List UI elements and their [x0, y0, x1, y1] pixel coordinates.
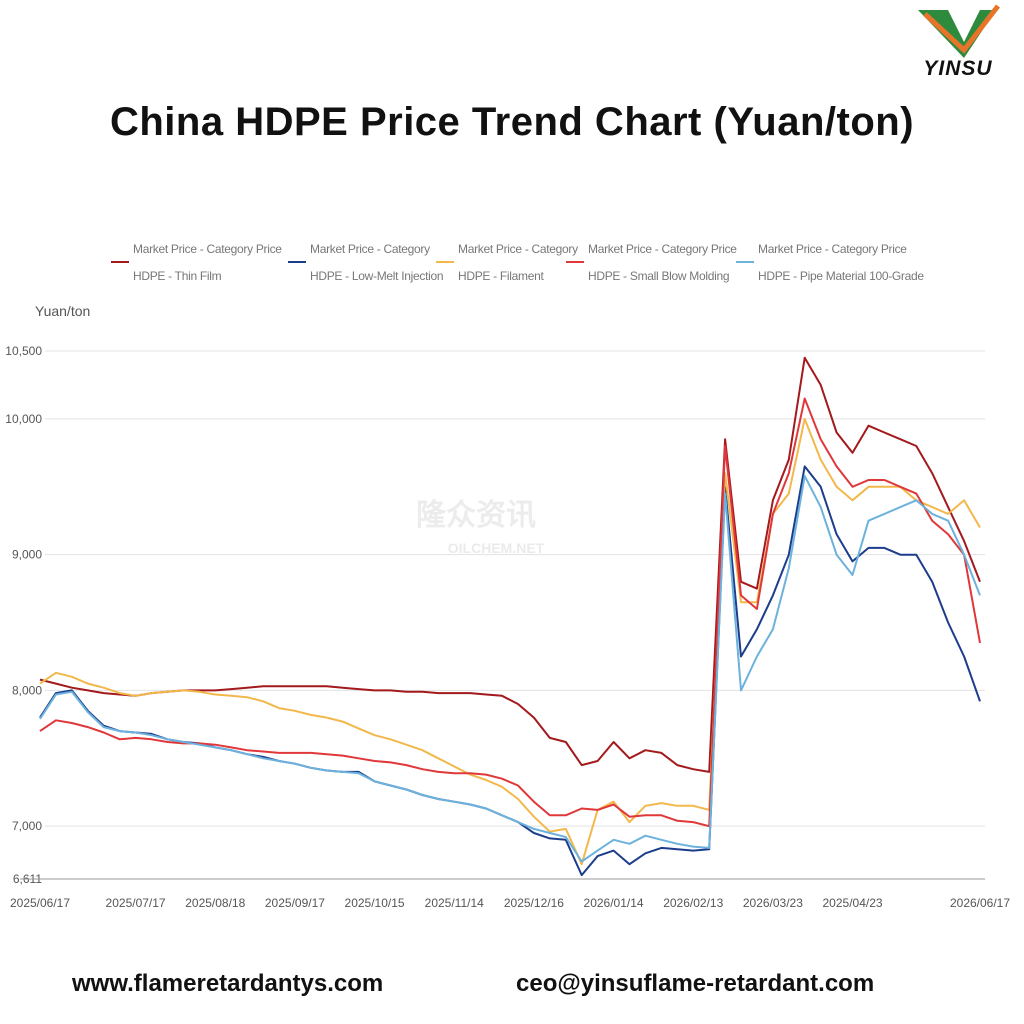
x-tick-label: 2026/01/14 [584, 896, 644, 910]
legend-item: Market Price - Category Price HDPE - Thi… [111, 236, 282, 290]
y-tick-label: 8,000 [12, 683, 42, 697]
legend-label: Market Price - Category Price HDPE - Thi… [133, 242, 282, 283]
legend-label: Market Price - Category HDPE - Low-Melt … [310, 242, 444, 283]
x-tick-label: 2025/10/15 [345, 896, 405, 910]
y-tick-label: 10,000 [5, 412, 42, 426]
watermark: OILCHEM.NET [448, 540, 545, 556]
chart-title: China HDPE Price Trend Chart (Yuan/ton) [109, 100, 915, 144]
series-line [39, 356, 981, 773]
logo-swoosh [923, 4, 1000, 54]
legend-swatch [436, 261, 454, 263]
logo-mark [918, 10, 996, 58]
legend-swatch [111, 261, 129, 263]
legend-label: Market Price - Category Price HDPE - Sma… [588, 242, 737, 283]
watermark: 隆众资讯 [416, 499, 536, 532]
y-tick-label: 7,000 [12, 819, 42, 833]
x-tick-label: 2025/09/17 [265, 896, 325, 910]
brand: YINSU [923, 57, 992, 80]
x-tick-label: 2026/02/13 [663, 896, 723, 910]
x-tick-label: 2025/04/23 [823, 896, 883, 910]
legend-item: Market Price - Category HDPE - Low-Melt … [288, 236, 444, 290]
legend-item: Market Price - Category Price HDPE - Pip… [736, 236, 924, 290]
series-line [39, 417, 981, 866]
x-tick-label: 2026/06/17 [950, 896, 1010, 910]
legend-swatch [736, 261, 754, 263]
y-tick-label: 10,500 [5, 344, 42, 358]
series-line [39, 397, 981, 828]
x-tick-label: 2025/07/17 [106, 896, 166, 910]
legend-label: Market Price - Category HDPE - Filament [458, 242, 578, 283]
legend-item: Market Price - Category HDPE - Filament [436, 236, 578, 290]
website: www.flameretardantys.com [72, 970, 384, 997]
x-tick-label: 2026/03/23 [743, 896, 803, 910]
x-tick-label: 2025/12/16 [504, 896, 564, 910]
y-axis-label: Yuan/ton [35, 303, 90, 319]
series-line [39, 474, 981, 863]
email: ceo@yinsuflame-retardant.com [516, 970, 875, 997]
logo [918, 4, 1000, 58]
legend-item: Market Price - Category Price HDPE - Sma… [566, 236, 737, 290]
legend-swatch [566, 261, 584, 263]
x-tick-label: 2025/06/17 [10, 896, 70, 910]
x-tick-label: 2025/08/18 [185, 896, 245, 910]
x-tick-label: 2025/11/14 [425, 896, 484, 910]
legend-label: Market Price - Category Price HDPE - Pip… [758, 242, 924, 283]
legend-swatch [288, 261, 306, 263]
y-tick-label: 9,000 [12, 548, 42, 562]
